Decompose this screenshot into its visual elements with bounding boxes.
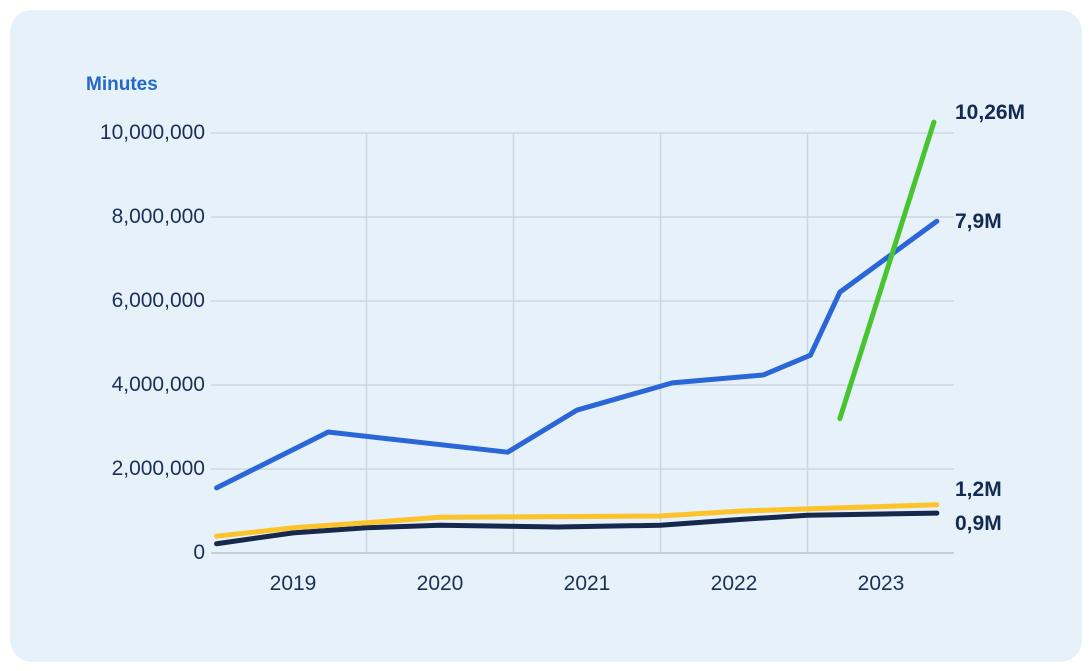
navy-series-end-label: 0,9M <box>955 512 1002 535</box>
y-tick-10000000: 10,000,000 <box>99 121 205 144</box>
y-tick-2000000: 2,000,000 <box>111 457 205 480</box>
y-tick-8000000: 8,000,000 <box>111 205 205 228</box>
x-tick-2022: 2022 <box>710 572 758 595</box>
y-tick-6000000: 6,000,000 <box>111 289 205 312</box>
green-series-line <box>837 119 937 422</box>
blue-series-line <box>214 218 940 491</box>
chart-title: Minutes <box>86 74 158 95</box>
x-tick-2019: 2019 <box>269 572 317 595</box>
x-tick-2021: 2021 <box>563 572 611 595</box>
blue-series-end-label: 7,9M <box>955 210 1002 233</box>
x-tick-2023: 2023 <box>857 572 905 595</box>
yellow-series-line <box>214 502 940 539</box>
yellow-series-end-label: 1,2M <box>955 478 1002 501</box>
green-series-end-label: 10,26M <box>955 101 1026 124</box>
y-tick-0: 0 <box>193 541 205 564</box>
y-tick-4000000: 4,000,000 <box>111 373 205 396</box>
x-tick-2020: 2020 <box>416 572 464 595</box>
navy-series-line <box>214 510 940 547</box>
